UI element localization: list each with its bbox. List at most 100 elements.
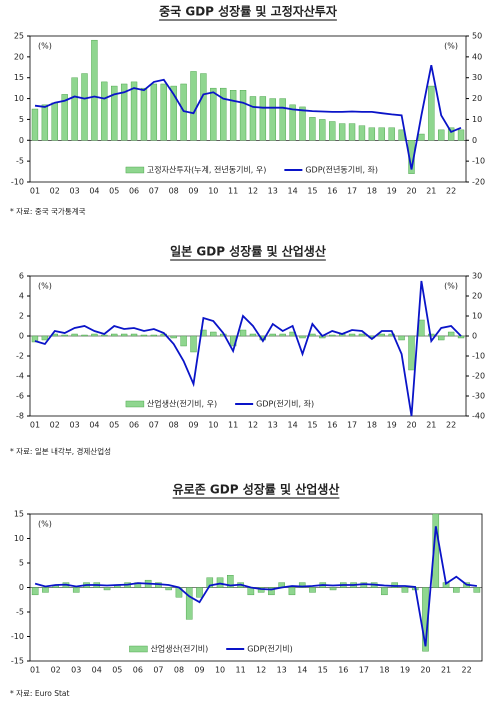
bar: [279, 98, 286, 141]
x-tick-label: 15: [307, 187, 317, 196]
y2-tick-label: -40: [472, 412, 485, 421]
x-tick-label: 15: [318, 666, 328, 675]
bar: [378, 333, 385, 337]
x-tick-label: 11: [228, 421, 238, 430]
bar: [438, 129, 445, 141]
bar: [309, 333, 316, 337]
bar: [140, 87, 148, 141]
x-tick-label: 22: [461, 666, 471, 675]
x-tick-label: 06: [129, 187, 139, 196]
x-tick-label: 17: [347, 421, 357, 430]
x-tick-label: 20: [406, 187, 416, 196]
x-tick-label: 09: [194, 666, 204, 675]
bar: [150, 334, 158, 337]
legend-label: 산업생산(전기비, 우): [147, 399, 217, 409]
x-tick-label: 07: [153, 666, 163, 675]
y2-tick-label: 30: [472, 272, 482, 281]
x-tick-label: 20: [420, 666, 430, 675]
x-tick-label: 07: [149, 187, 159, 196]
bar: [111, 333, 118, 337]
bar: [288, 587, 296, 596]
bar: [388, 127, 395, 141]
y2-tick-label: -10: [472, 352, 485, 361]
x-tick-label: 05: [109, 421, 119, 430]
bar: [299, 335, 306, 339]
bar: [51, 102, 58, 141]
right-unit: (%): [444, 42, 458, 51]
bar: [428, 85, 435, 141]
legend-label: 산업생산(전기비): [150, 644, 208, 654]
bar: [42, 587, 49, 593]
x-tick-label: 19: [400, 666, 410, 675]
y-tick-label: 4: [19, 292, 24, 301]
bar: [72, 587, 80, 593]
bar: [101, 81, 108, 141]
bar: [388, 333, 395, 337]
x-tick-label: 17: [359, 666, 369, 675]
bar: [329, 587, 337, 591]
y-tick-label: 2: [19, 312, 24, 321]
bar: [338, 123, 346, 141]
bar: [210, 331, 217, 337]
bar: [210, 87, 217, 141]
bar: [190, 335, 197, 353]
bar: [111, 85, 118, 141]
bar: [196, 587, 203, 598]
legend-swatch: [125, 166, 145, 174]
x-tick-label: 02: [51, 666, 61, 675]
bar: [61, 334, 68, 337]
source: * 자료: 일본 내각부, 경제산업성: [10, 446, 111, 456]
chart-title: 유로존 GDP 성장률 및 산업생산: [173, 482, 340, 497]
chart-title: 일본 GDP 성장률 및 산업생산: [170, 244, 326, 259]
x-tick-label: 21: [426, 187, 436, 196]
bar: [381, 587, 388, 596]
x-tick-label: 05: [112, 666, 122, 675]
bar: [473, 587, 481, 593]
bar: [418, 133, 425, 141]
bar: [408, 335, 415, 371]
x-tick-label: 04: [89, 421, 99, 430]
y-tick-label: -10: [11, 178, 24, 187]
bar: [31, 335, 39, 343]
bar: [190, 71, 197, 141]
y-tick-label: 0: [19, 136, 24, 145]
bar: [368, 127, 376, 141]
x-tick-label: 09: [188, 421, 198, 430]
x-tick-label: 19: [387, 187, 397, 196]
bar: [358, 333, 366, 337]
bar: [120, 83, 128, 141]
y2-tick-label: 20: [472, 94, 482, 103]
y-tick-label: -15: [11, 657, 24, 666]
y2-tick-label: -20: [472, 372, 485, 381]
y-tick-label: 5: [19, 559, 24, 568]
y2-tick-label: -20: [472, 178, 485, 187]
legend-label: GDP(전기비): [247, 644, 293, 654]
x-tick-label: 09: [188, 187, 198, 196]
bar: [130, 333, 138, 337]
bar: [249, 333, 257, 337]
bar: [457, 129, 465, 141]
bar: [447, 331, 455, 337]
legend-label: GDP(전기비, 좌): [256, 399, 314, 409]
x-tick-label: 12: [248, 421, 258, 430]
x-tick-label: 08: [169, 421, 179, 430]
legend-swatch: [125, 400, 145, 408]
x-tick-label: 12: [256, 666, 266, 675]
y-tick-label: 25: [14, 32, 24, 41]
bar: [309, 117, 316, 141]
bar: [150, 83, 158, 141]
bar: [81, 73, 88, 141]
bar: [165, 587, 172, 591]
x-tick-label: 08: [174, 666, 184, 675]
y2-tick-label: 0: [472, 136, 477, 145]
bar: [457, 335, 465, 339]
left-unit: (%): [38, 42, 52, 51]
bar: [259, 96, 267, 141]
x-tick-label: 22: [446, 187, 456, 196]
y-tick-label: 20: [14, 52, 24, 61]
x-tick-label: 04: [89, 187, 99, 196]
x-tick-label: 13: [268, 187, 278, 196]
bar: [401, 587, 409, 593]
bar: [41, 104, 49, 141]
